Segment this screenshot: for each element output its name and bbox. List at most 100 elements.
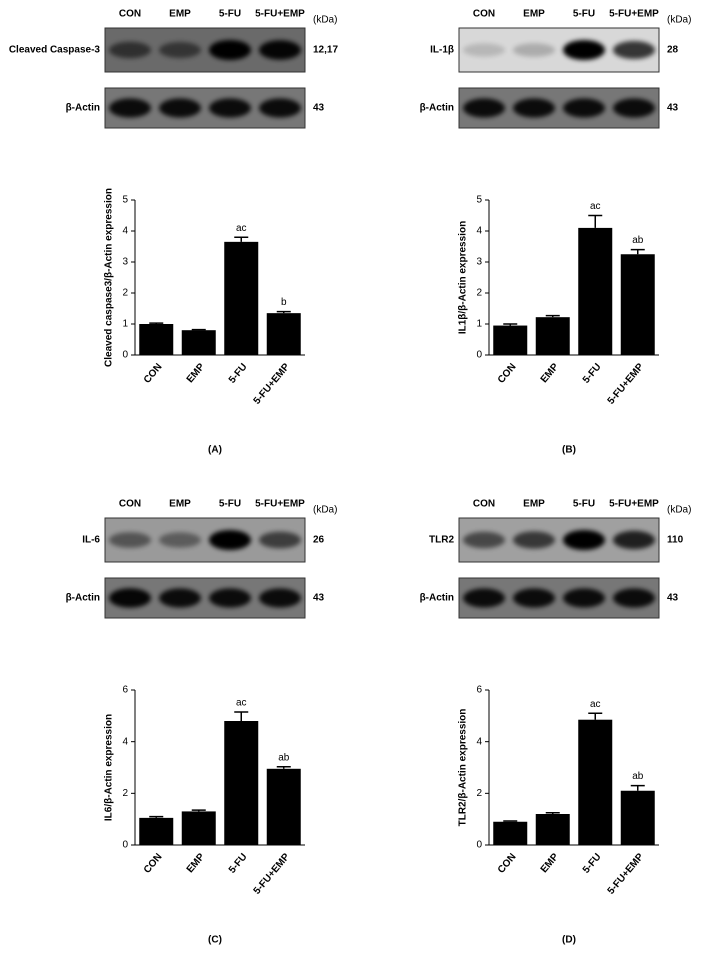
lane-label: CON <box>119 9 141 20</box>
lane-label: 5-FU+EMP <box>255 499 305 510</box>
x-tick-label: 5-FU <box>581 852 604 876</box>
y-tick-label: 1 <box>476 319 482 330</box>
panel-label: (C) <box>208 935 222 946</box>
y-tick-label: 0 <box>122 840 128 851</box>
bar <box>620 254 655 355</box>
blot-band <box>209 588 251 608</box>
lane-label: 5-FU+EMP <box>609 499 659 510</box>
x-tick-label: CON <box>496 362 519 386</box>
error-bar <box>234 711 249 721</box>
blot-band <box>513 98 555 118</box>
y-axis-label: IL1β/β-Actin expression <box>458 221 469 334</box>
bar <box>139 817 174 845</box>
lane-label: CON <box>119 499 141 510</box>
error-bar <box>503 820 518 822</box>
x-tick-label: EMP <box>185 851 208 875</box>
kda-label: 28 <box>667 45 679 56</box>
blot-band <box>513 43 555 57</box>
blot-band <box>209 98 251 118</box>
error-bar <box>630 784 645 791</box>
bar <box>224 721 259 845</box>
blot-band <box>109 98 151 118</box>
bar <box>266 768 301 845</box>
lane-label: 5-FU <box>219 499 241 510</box>
protein-label: IL-1β <box>430 45 454 56</box>
blot-band <box>463 98 505 118</box>
x-tick-label: 5-FU <box>227 362 250 386</box>
significance-label: b <box>281 297 287 308</box>
x-tick-label: 5-FU+EMP <box>606 851 647 896</box>
panel-label: (B) <box>562 445 576 456</box>
bar <box>620 790 655 845</box>
x-tick-label: EMP <box>539 851 562 875</box>
x-tick-label: 5-FU+EMP <box>252 851 293 896</box>
bar <box>181 330 216 355</box>
significance-label: ac <box>590 699 601 710</box>
bar <box>224 241 259 355</box>
significance-label: ab <box>632 771 644 782</box>
bar <box>578 719 613 845</box>
y-tick-label: 2 <box>476 788 482 799</box>
y-tick-label: 5 <box>122 195 128 206</box>
significance-label: ac <box>236 223 247 234</box>
error-bar <box>503 323 518 326</box>
kda-label: 110 <box>667 535 684 546</box>
blot-band <box>613 530 655 550</box>
blot-band <box>159 588 201 608</box>
kda-unit: (kDa) <box>313 15 337 26</box>
y-tick-label: 1 <box>122 319 128 330</box>
significance-label: ac <box>236 698 247 709</box>
error-bar <box>276 310 291 314</box>
protein-label: Cleaved Caspase-3 <box>9 45 101 56</box>
x-tick-label: 5-FU+EMP <box>252 361 293 406</box>
blot-band <box>259 40 301 60</box>
blot-band <box>259 588 301 608</box>
y-tick-label: 3 <box>122 257 128 268</box>
protein-label: β-Actin <box>420 593 454 604</box>
panel: CON EMP 5-FU 5-FU+EMP(kDa)IL-6 26β-Actin 4302… <box>66 499 338 946</box>
blot-band <box>109 41 151 59</box>
y-axis-label: Cleaved caspase3/β-Actin expression <box>104 188 115 367</box>
y-tick-label: 6 <box>122 685 128 696</box>
kda-label: 12,17 <box>313 45 338 56</box>
error-bar <box>149 815 164 818</box>
lane-label: 5-FU+EMP <box>255 9 305 20</box>
significance-label: ab <box>278 752 290 763</box>
kda-unit: (kDa) <box>667 505 691 516</box>
y-tick-label: 6 <box>476 685 482 696</box>
blot-band <box>613 98 655 118</box>
protein-label: IL-6 <box>82 535 100 546</box>
x-tick-label: 5-FU <box>227 852 250 876</box>
kda-unit: (kDa) <box>667 15 691 26</box>
blot-band <box>613 41 655 59</box>
kda-label: 43 <box>313 593 325 604</box>
y-tick-label: 5 <box>476 195 482 206</box>
error-bar <box>191 809 206 812</box>
y-tick-label: 4 <box>476 736 482 747</box>
blot-band <box>159 532 201 548</box>
lane-label: 5-FU <box>573 9 595 20</box>
kda-unit: (kDa) <box>313 505 337 516</box>
y-tick-label: 4 <box>476 226 482 237</box>
lane-label: CON <box>473 9 495 20</box>
x-tick-label: CON <box>496 852 519 876</box>
y-axis-label: IL6/β-Actin expression <box>104 714 115 821</box>
significance-label: ab <box>632 235 644 246</box>
bar <box>139 324 174 355</box>
kda-label: 43 <box>313 103 325 114</box>
panel: CON EMP 5-FU 5-FU+EMP(kDa)IL-1β 28β-Actin 430… <box>420 9 692 456</box>
bar <box>493 325 528 355</box>
y-tick-label: 4 <box>122 736 128 747</box>
blot-band <box>159 42 201 58</box>
error-bar <box>234 236 249 242</box>
error-bar <box>545 314 560 318</box>
lane-label: EMP <box>523 499 545 510</box>
lane-label: EMP <box>169 9 191 20</box>
x-tick-label: EMP <box>539 361 562 385</box>
blot-band <box>613 588 655 608</box>
protein-label: TLR2 <box>429 535 454 546</box>
bar <box>535 317 570 355</box>
blot-band <box>259 98 301 118</box>
